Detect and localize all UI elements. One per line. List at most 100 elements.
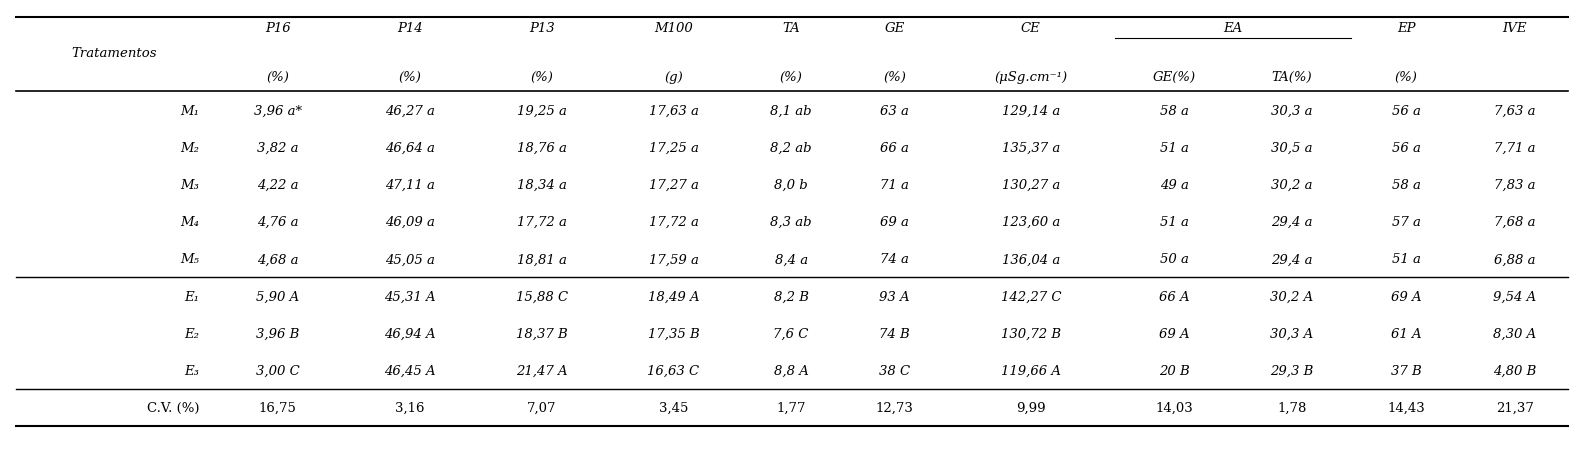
Text: 17,63 a: 17,63 a	[648, 104, 699, 117]
Text: 30,3 A: 30,3 A	[1270, 327, 1313, 340]
Text: 4,22 a: 4,22 a	[257, 179, 298, 192]
Text: 21,47 A: 21,47 A	[516, 364, 567, 377]
Text: 66 a: 66 a	[881, 142, 909, 154]
Text: 18,81 a: 18,81 a	[516, 253, 567, 266]
Text: 21,37: 21,37	[1495, 401, 1533, 414]
Text: M₂: M₂	[181, 142, 200, 154]
Text: (%): (%)	[531, 71, 553, 84]
Text: 29,4 a: 29,4 a	[1272, 253, 1313, 266]
Text: 8,3 ab: 8,3 ab	[770, 216, 813, 229]
Text: 63 a: 63 a	[881, 104, 909, 117]
Text: P14: P14	[398, 22, 423, 35]
Text: 7,68 a: 7,68 a	[1494, 216, 1535, 229]
Text: EA: EA	[1223, 22, 1243, 35]
Text: 135,37 a: 135,37 a	[1001, 142, 1060, 154]
Text: 17,25 a: 17,25 a	[648, 142, 699, 154]
Text: 45,05 a: 45,05 a	[385, 253, 434, 266]
Text: 58 a: 58 a	[1391, 179, 1421, 192]
Text: 1,77: 1,77	[776, 401, 806, 414]
Text: 38 C: 38 C	[879, 364, 911, 377]
Text: 30,2 a: 30,2 a	[1272, 179, 1313, 192]
Text: 14,03: 14,03	[1155, 401, 1193, 414]
Text: 17,35 B: 17,35 B	[648, 327, 700, 340]
Text: 61 A: 61 A	[1391, 327, 1421, 340]
Text: 3,45: 3,45	[659, 401, 687, 414]
Text: 7,71 a: 7,71 a	[1494, 142, 1535, 154]
Text: C.V. (%): C.V. (%)	[147, 401, 200, 414]
Text: (μSg.cm⁻¹): (μSg.cm⁻¹)	[995, 71, 1068, 84]
Text: 74 B: 74 B	[879, 327, 909, 340]
Text: M100: M100	[654, 22, 692, 35]
Text: 30,3 a: 30,3 a	[1272, 104, 1313, 117]
Text: 56 a: 56 a	[1391, 104, 1421, 117]
Text: (%): (%)	[882, 71, 906, 84]
Text: M₄: M₄	[181, 216, 200, 229]
Text: 3,96 B: 3,96 B	[257, 327, 299, 340]
Text: 5,90 A: 5,90 A	[257, 290, 299, 303]
Text: P16: P16	[265, 22, 290, 35]
Text: 46,64 a: 46,64 a	[385, 142, 434, 154]
Text: 66 A: 66 A	[1159, 290, 1190, 303]
Text: 51 a: 51 a	[1159, 142, 1188, 154]
Text: 7,63 a: 7,63 a	[1494, 104, 1535, 117]
Text: 56 a: 56 a	[1391, 142, 1421, 154]
Text: 18,49 A: 18,49 A	[648, 290, 699, 303]
Text: CE: CE	[1022, 22, 1041, 35]
Text: 46,27 a: 46,27 a	[385, 104, 434, 117]
Text: 9,99: 9,99	[1015, 401, 1045, 414]
Text: 45,31 A: 45,31 A	[383, 290, 436, 303]
Text: 71 a: 71 a	[881, 179, 909, 192]
Text: 18,76 a: 18,76 a	[516, 142, 567, 154]
Text: 8,8 A: 8,8 A	[773, 364, 808, 377]
Text: 46,94 A: 46,94 A	[383, 327, 436, 340]
Text: 1,78: 1,78	[1277, 401, 1307, 414]
Text: 17,72 a: 17,72 a	[516, 216, 567, 229]
Text: 8,1 ab: 8,1 ab	[770, 104, 813, 117]
Text: (%): (%)	[266, 71, 290, 84]
Text: TA: TA	[782, 22, 800, 35]
Text: 4,68 a: 4,68 a	[257, 253, 298, 266]
Text: 69 A: 69 A	[1159, 327, 1190, 340]
Text: 93 A: 93 A	[879, 290, 909, 303]
Text: 119,66 A: 119,66 A	[1001, 364, 1061, 377]
Text: 20 B: 20 B	[1159, 364, 1190, 377]
Text: 15,88 C: 15,88 C	[515, 290, 567, 303]
Text: 129,14 a: 129,14 a	[1001, 104, 1060, 117]
Text: GE(%): GE(%)	[1153, 71, 1196, 84]
Text: 18,37 B: 18,37 B	[516, 327, 567, 340]
Text: 49 a: 49 a	[1159, 179, 1188, 192]
Text: E₂: E₂	[184, 327, 200, 340]
Text: 7,6 C: 7,6 C	[773, 327, 809, 340]
Text: 30,5 a: 30,5 a	[1272, 142, 1313, 154]
Text: 51 a: 51 a	[1159, 216, 1188, 229]
Text: M₁: M₁	[181, 104, 200, 117]
Text: 29,4 a: 29,4 a	[1272, 216, 1313, 229]
Text: 47,11 a: 47,11 a	[385, 179, 434, 192]
Text: 16,63 C: 16,63 C	[648, 364, 700, 377]
Text: 136,04 a: 136,04 a	[1001, 253, 1060, 266]
Text: (%): (%)	[398, 71, 421, 84]
Text: 18,34 a: 18,34 a	[516, 179, 567, 192]
Text: 130,72 B: 130,72 B	[1001, 327, 1061, 340]
Text: 6,88 a: 6,88 a	[1494, 253, 1535, 266]
Text: 3,96 a*: 3,96 a*	[253, 104, 303, 117]
Text: 17,72 a: 17,72 a	[648, 216, 699, 229]
Text: 30,2 A: 30,2 A	[1270, 290, 1313, 303]
Text: 12,73: 12,73	[876, 401, 914, 414]
Text: M₃: M₃	[181, 179, 200, 192]
Text: 7,83 a: 7,83 a	[1494, 179, 1535, 192]
Text: 46,45 A: 46,45 A	[383, 364, 436, 377]
Text: 130,27 a: 130,27 a	[1001, 179, 1060, 192]
Text: (%): (%)	[779, 71, 803, 84]
Text: 8,2 B: 8,2 B	[773, 290, 808, 303]
Text: 3,00 C: 3,00 C	[257, 364, 299, 377]
Text: E₃: E₃	[184, 364, 200, 377]
Text: P13: P13	[529, 22, 554, 35]
Text: 37 B: 37 B	[1391, 364, 1421, 377]
Text: 14,43: 14,43	[1388, 401, 1426, 414]
Text: GE: GE	[884, 22, 904, 35]
Text: 17,59 a: 17,59 a	[648, 253, 699, 266]
Text: E₁: E₁	[184, 290, 200, 303]
Text: 19,25 a: 19,25 a	[516, 104, 567, 117]
Text: 7,07: 7,07	[527, 401, 556, 414]
